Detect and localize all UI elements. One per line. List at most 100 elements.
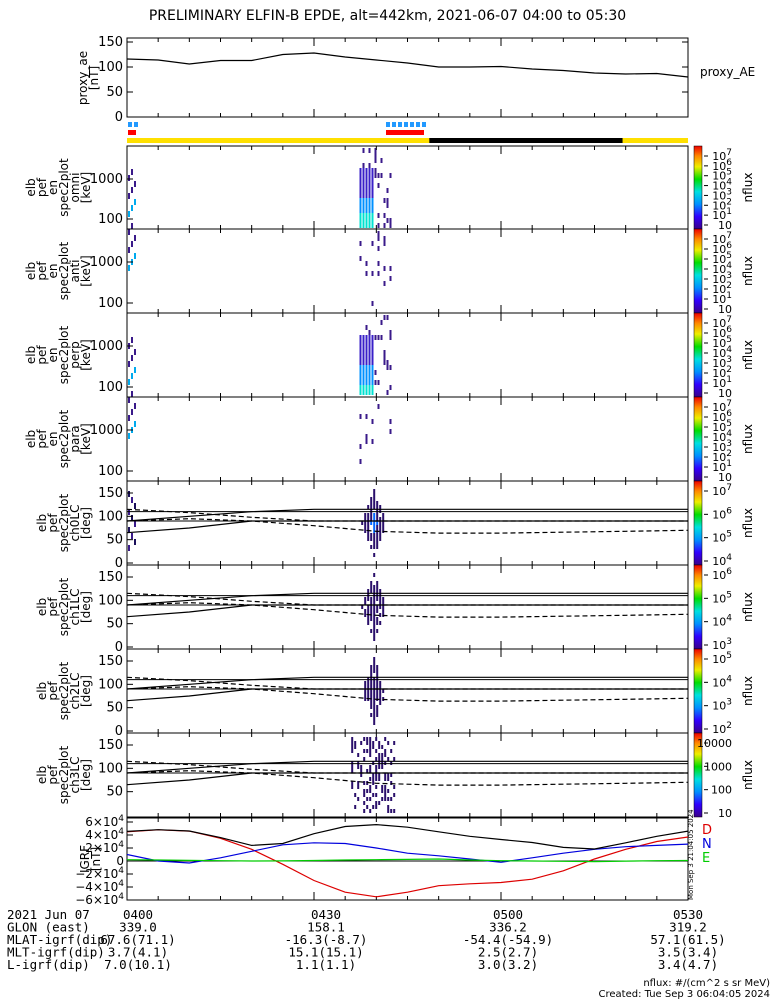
pa2-pixel [373, 717, 376, 721]
pa3-pixel [354, 745, 357, 749]
spec1-ylabel-line: pef [35, 261, 49, 281]
spec0-pixel [368, 148, 371, 153]
spec3-pixel [131, 409, 133, 415]
pa3-pixel [378, 801, 381, 805]
pa1-pixel [373, 589, 376, 593]
pa0-losscone-dashed [126, 518, 689, 534]
spec2-pixel [371, 385, 374, 390]
spec2-pixel [371, 340, 374, 345]
spec2-pixel [368, 335, 371, 340]
spec2-pixel [368, 350, 371, 355]
pa2-pixel [364, 685, 367, 689]
spec2-pixel [359, 350, 362, 355]
spec1-pixel [371, 271, 374, 276]
spec2-pixel [131, 355, 133, 361]
spec2-pixel [362, 385, 365, 390]
spec2-pixel [365, 360, 368, 365]
spec0-pixel [377, 223, 380, 228]
pa2-pixel [370, 689, 373, 693]
pa3-pixel [354, 793, 357, 797]
pa1-pixel [382, 597, 385, 601]
pa3-pixel [378, 761, 381, 765]
spec3-ylabel-line: elb [24, 430, 38, 448]
pa0-ylabel-line: [deg] [79, 507, 93, 539]
pa2-zlabel: 103 [712, 698, 732, 713]
pa3-pixel [375, 801, 378, 805]
pa3-pixel [357, 785, 360, 789]
spec2-pixel [365, 370, 368, 375]
pa2-pixel [370, 673, 373, 677]
spec0-pixel [128, 211, 130, 217]
spec2-pixel [359, 355, 362, 360]
pa3-pixel [378, 741, 381, 745]
spec0-pixel [383, 198, 386, 203]
spec3-pixel [134, 403, 136, 409]
footer-cell-r4-c0: L-igrf(dip) [7, 957, 90, 972]
pa0-ylabel-line: ch0LC [68, 505, 82, 542]
pa1-pixel [370, 629, 373, 633]
pa0-pixel [370, 509, 373, 513]
pa3-pixel [390, 797, 393, 801]
footer-cell-r3-c1: 3.7(4.1) [108, 945, 168, 960]
spec0-pixel [365, 193, 368, 198]
spec0-pixel [371, 203, 374, 208]
spec3-zlabel: 10 [718, 471, 732, 484]
spec2-pixel [362, 340, 365, 345]
spec2-pixel [359, 370, 362, 375]
science-marker-blue [392, 122, 396, 127]
pa0-pixel [379, 537, 382, 541]
pa0-pixel [376, 533, 379, 537]
pa3-pixel [369, 753, 372, 757]
chart-title-wrap: PRELIMINARY ELFIN-B EPDE, alt=442km, 202… [0, 8, 775, 24]
pa3-pixel [384, 785, 387, 789]
pa2-pixel [373, 721, 376, 725]
pa0-colorbar [693, 480, 703, 566]
pa0-pixel [379, 521, 382, 525]
spec2-pixel [359, 380, 362, 385]
spec0-pixel [374, 173, 377, 178]
igrf-side-note: Mon Sep 3 21:04:05 2024 [687, 809, 695, 900]
pa3-pixel [390, 809, 393, 813]
pa2-pixel [370, 669, 373, 673]
pa3-pixel [375, 765, 378, 769]
pa3-pixel [384, 749, 387, 753]
pa0-pixel [367, 513, 370, 517]
spec2-pixel [389, 330, 392, 335]
pa3-pixel [372, 761, 375, 765]
ae-ylabel: proxy_ae[nT] [76, 51, 101, 105]
pa2-pixel [376, 681, 379, 685]
spec2-frame [126, 312, 689, 398]
pa3-pixel [375, 805, 378, 809]
pa1-pixel [364, 597, 367, 601]
spec2-pixel [365, 390, 368, 395]
pa2-pixel [379, 701, 382, 705]
spec0-pixel [374, 168, 377, 173]
igrf-series-F [126, 823, 689, 850]
pa2-pixel [382, 689, 385, 693]
footer-cell-r1-c4: 319.2 [669, 920, 707, 935]
pa0-pixel [134, 521, 136, 527]
ae-series-line [126, 52, 689, 78]
pa0-pixel [376, 541, 379, 545]
pa3-pixel [351, 769, 354, 773]
spec2-pixel [359, 360, 362, 365]
footer-cell-r3-c4: 3.5(3.4) [658, 945, 718, 960]
pa3-ytick-label: 150 [98, 738, 123, 753]
spec0-ylabel-line: spec2plot [57, 158, 71, 217]
pa3-pixel [384, 737, 387, 741]
spec0-pixel [365, 203, 368, 208]
pa3-pixel [372, 793, 375, 797]
spec0-zlabel: 102 [712, 197, 732, 212]
pa3-pixel [387, 757, 390, 761]
pa3-pixel [381, 745, 384, 749]
pa3-pixel [360, 765, 363, 769]
pa1-ytick-label: 0 [115, 640, 123, 655]
spec2-pixel [386, 315, 389, 320]
pa2-pixel [373, 713, 376, 717]
igrf-ytick-label: −2×104 [75, 866, 124, 881]
pa3-pixel [351, 781, 354, 785]
pa2-pixel [376, 713, 379, 717]
